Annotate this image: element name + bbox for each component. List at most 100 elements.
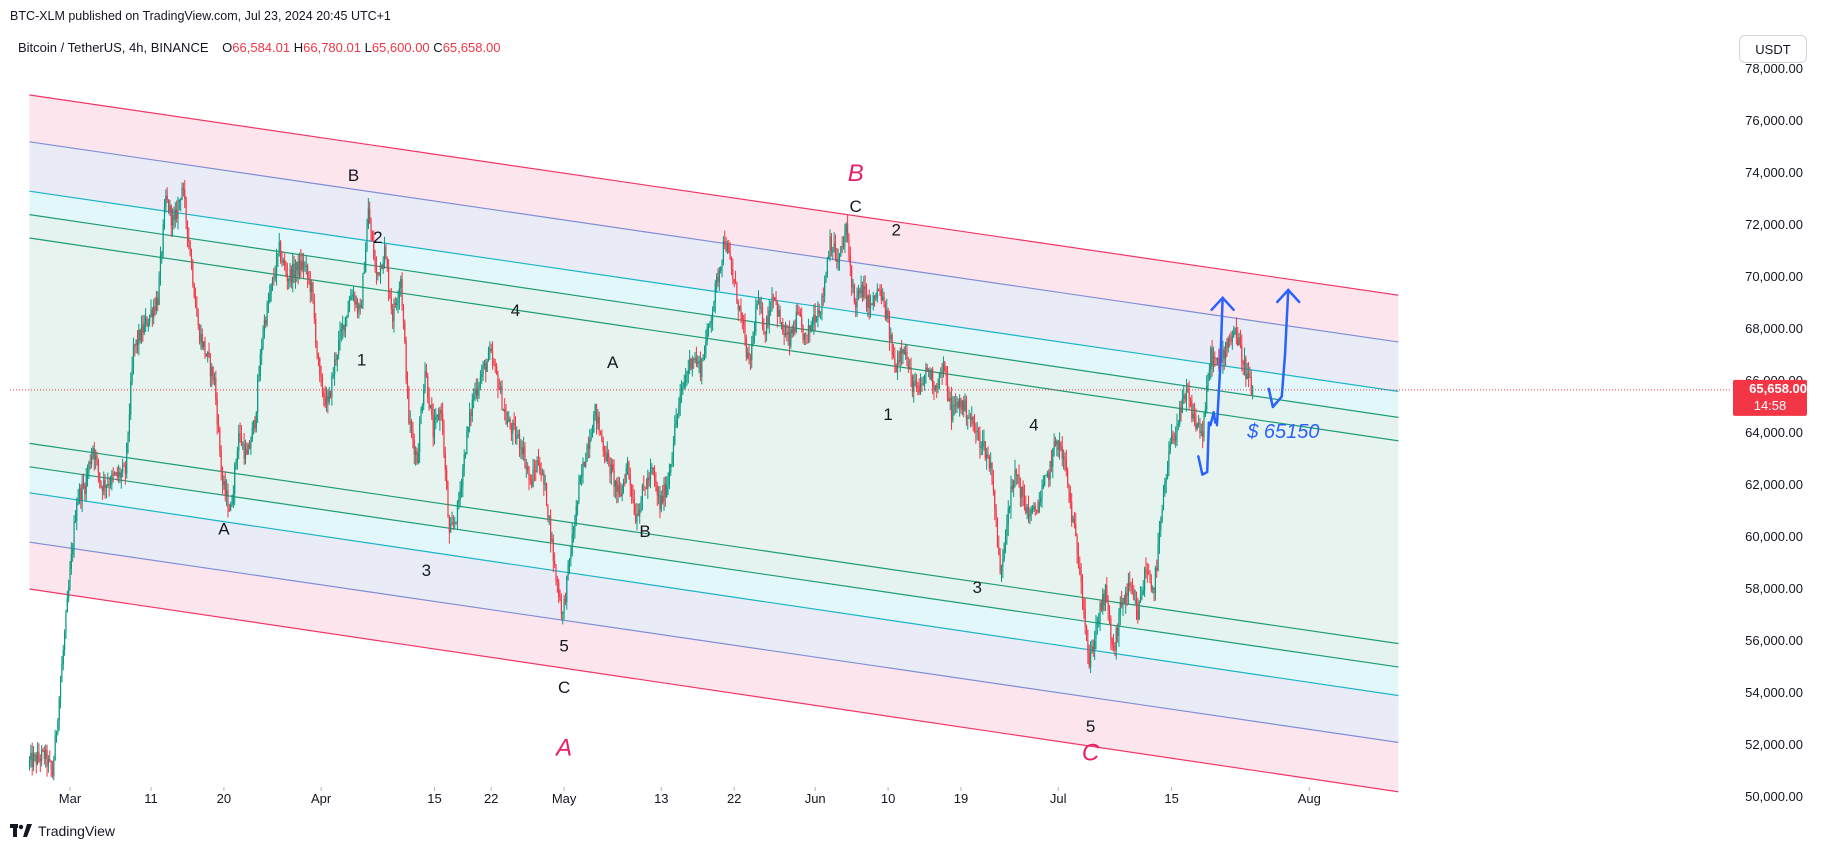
candle-body — [774, 297, 776, 300]
candle — [282, 257, 284, 266]
candle-body — [537, 460, 540, 464]
symbol-name[interactable]: Bitcoin / TetherUS, 4h, BINANCE — [18, 40, 209, 55]
candle-body — [601, 433, 603, 441]
candle — [190, 248, 193, 271]
annotation-arrow — [1197, 421, 1211, 476]
candle-body — [217, 424, 220, 429]
candle — [1088, 644, 1090, 669]
candle-body — [946, 375, 949, 398]
candle — [288, 277, 290, 290]
candle-body — [824, 282, 826, 297]
x-tick-label: 15 — [1164, 791, 1178, 806]
candle-body — [1160, 521, 1162, 531]
candle — [1245, 355, 1247, 387]
candle-body — [782, 322, 784, 334]
candle — [234, 462, 236, 506]
candle — [504, 398, 506, 421]
candle — [531, 474, 533, 489]
candle — [632, 484, 634, 504]
candle — [230, 501, 232, 512]
candle-body — [1183, 395, 1185, 399]
candle — [614, 479, 616, 499]
candle — [477, 378, 479, 402]
candle — [730, 256, 733, 276]
wave-label: 5 — [559, 636, 568, 655]
candle — [1036, 509, 1038, 515]
candle — [779, 305, 781, 325]
candle — [464, 451, 467, 459]
candle-body — [610, 464, 612, 475]
candle-body — [1187, 388, 1189, 392]
candle — [485, 358, 487, 383]
candle — [555, 564, 557, 586]
candle — [1050, 449, 1053, 473]
candle-body — [907, 364, 909, 369]
candle — [76, 497, 78, 531]
candle — [34, 752, 36, 762]
candle — [1080, 562, 1082, 595]
candle-body — [1031, 509, 1034, 511]
candle-body — [497, 373, 499, 389]
candle — [865, 283, 868, 312]
candle — [802, 324, 804, 344]
candle — [335, 351, 337, 366]
candle — [537, 448, 540, 466]
candle-body — [1210, 348, 1212, 370]
candle — [31, 742, 33, 776]
candle — [564, 592, 567, 606]
x-tick-label: 10 — [881, 791, 895, 806]
candle-body — [1114, 647, 1116, 651]
candle-body — [1222, 349, 1224, 363]
candle-body — [929, 370, 931, 380]
candle-body — [366, 227, 368, 250]
candle-body — [254, 420, 256, 429]
candle — [1173, 432, 1175, 445]
candle-body — [529, 478, 531, 480]
candle — [814, 303, 816, 331]
candle-body — [724, 241, 726, 245]
candle — [228, 503, 230, 513]
tradingview-brand[interactable]: TradingView — [10, 823, 115, 839]
candle — [950, 386, 953, 430]
candle — [1077, 542, 1080, 569]
candle — [635, 503, 637, 524]
candle-body — [956, 401, 958, 407]
candle — [1150, 574, 1152, 593]
candle-body — [1037, 510, 1039, 513]
candle-body — [740, 305, 742, 313]
candle — [625, 463, 627, 484]
last-price-tag[interactable]: 65,658.00 14:58 — [1733, 379, 1807, 416]
candle-body — [948, 397, 950, 401]
currency-button[interactable]: USDT — [1739, 35, 1807, 63]
candle-body — [833, 243, 835, 251]
candle — [609, 457, 611, 484]
candle — [922, 376, 924, 386]
candle-body — [747, 352, 749, 358]
candle — [550, 509, 552, 553]
candle — [340, 322, 342, 342]
candle — [936, 383, 938, 399]
candle — [532, 458, 534, 488]
candle-body — [300, 260, 302, 270]
candle-body — [604, 451, 606, 456]
candle — [404, 319, 406, 345]
candle — [109, 475, 112, 489]
candle-body — [890, 334, 892, 340]
candle — [608, 449, 610, 467]
candle — [864, 275, 866, 299]
candle-body — [494, 364, 496, 366]
candle-body — [528, 470, 530, 479]
channel-line — [29, 588, 1399, 793]
candle — [397, 290, 399, 314]
candle-body — [957, 401, 959, 408]
candle — [1068, 483, 1070, 503]
x-tick-label: 22 — [484, 791, 498, 806]
candle-body — [1021, 486, 1023, 498]
candle — [43, 745, 45, 765]
candle-body — [678, 404, 680, 415]
channel-band — [29, 542, 1399, 792]
candle — [289, 263, 291, 288]
candle — [99, 472, 101, 489]
candle — [180, 197, 182, 212]
